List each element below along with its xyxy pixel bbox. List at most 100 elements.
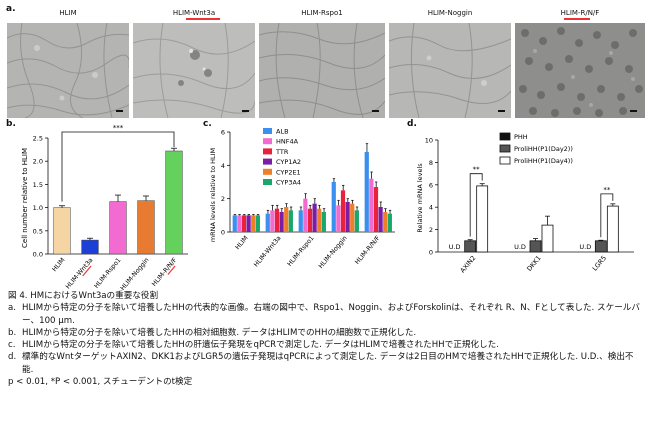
- bar: [255, 215, 260, 232]
- panel-label-c: c.: [203, 119, 212, 129]
- legend-label: HNF4A: [276, 138, 299, 146]
- bar: [53, 207, 71, 255]
- label-underline: [82, 265, 92, 277]
- legend-label: PHH: [514, 133, 528, 141]
- micrograph-rnf: [515, 23, 645, 118]
- chart-wnt-targets: Relative mRNA levels 0 2 4 6 8 10 U.D AXIN2 U.D D…: [416, 132, 634, 274]
- significance-label: **: [473, 166, 481, 174]
- micrograph-image: [515, 23, 645, 118]
- bar: [345, 202, 350, 232]
- micrograph-noggin: [389, 23, 511, 118]
- x-tick-label: HLIM-Rspo1: [286, 235, 315, 268]
- bar: [378, 207, 383, 232]
- wnt3a-underline: [186, 18, 220, 20]
- x-tick-label: HLIM-Wnt3a: [253, 235, 283, 269]
- micrograph-image: [389, 23, 511, 118]
- bar: [165, 150, 183, 255]
- significance-label: ***: [113, 124, 124, 132]
- bar: [317, 208, 322, 232]
- micrograph-wnt3a: [133, 23, 255, 118]
- significance-bracket: [61, 131, 175, 202]
- legend-swatch: [499, 132, 511, 141]
- y-tick-label: 0.5: [33, 227, 43, 235]
- y-tick-label: 2.5: [33, 135, 43, 143]
- legend-swatch: [499, 144, 511, 153]
- y-tick-label: 0.0: [33, 251, 43, 259]
- bar: [331, 182, 336, 232]
- x-tick-label: LGR5: [591, 254, 608, 272]
- x-tick-label: HLIM-Wnt3a: [65, 257, 95, 290]
- x-tick-label: DKK1: [525, 254, 542, 273]
- bar: [606, 205, 619, 253]
- y-tick-label: 8: [429, 159, 433, 167]
- bar: [307, 208, 313, 232]
- significance-bracket: [469, 173, 483, 237]
- y-tick-label: 6: [221, 129, 225, 137]
- undetected-label: U.D: [514, 243, 526, 251]
- caption-title: 図 4. HMにおけるWnt3aの重要な役割: [8, 291, 159, 301]
- y-tick-label: 2: [221, 195, 225, 203]
- bar: [387, 213, 392, 232]
- bar: [279, 212, 284, 232]
- bar: [137, 200, 155, 255]
- bar: [237, 215, 242, 232]
- caption-text: HLIMから特定の分子を除いて培養したHHの相対細胞数. データはHLIMでのH…: [22, 327, 417, 338]
- bar: [246, 215, 251, 232]
- legend-label: CYP2E1: [276, 168, 301, 176]
- legend-swatch: [263, 128, 272, 134]
- caption-text: 標準的なWntターゲットAXIN2、DKK1およびLGR5の遺伝子発現はqPCR…: [22, 352, 634, 375]
- legend-swatch: [263, 138, 272, 145]
- y-tick-label: 10: [425, 137, 433, 145]
- micrograph-hlim: [7, 23, 129, 118]
- legend-swatch: [263, 179, 272, 185]
- x-tick-label: HLIM-Rspo1: [93, 257, 122, 290]
- scale-bar: [242, 110, 249, 112]
- y-tick-label: 0: [221, 229, 225, 237]
- bar: [303, 198, 308, 232]
- bar: [298, 210, 303, 232]
- caption-item-b: b. HLIMから特定の分子を除いて培養したHHの相対細胞数. データはHLIM…: [8, 327, 644, 339]
- legend-swatch: [263, 148, 272, 155]
- x-tick-label: HLIM-R/N/F: [151, 257, 179, 288]
- y-tick-label: 4: [221, 162, 225, 170]
- micrograph-title-rspo1: HLIM-Rspo1: [301, 9, 343, 17]
- undetected-label: U.D: [579, 243, 591, 251]
- caption-item-d: d. 標準的なWntターゲットAXIN2、DKK1およびLGR5の遺伝子発現はq…: [8, 351, 644, 376]
- micrograph-image: [259, 23, 385, 118]
- figure-caption: 図 4. HMにおけるWnt3aの重要な役割 a. HLIMから特定の分子を除い…: [8, 290, 644, 388]
- y-axis-label: Relative mRNA levels: [416, 163, 424, 233]
- bar: [270, 210, 275, 232]
- legend-swatch: [263, 158, 272, 165]
- bar: [354, 210, 359, 232]
- micrograph-rspo1: [259, 23, 385, 118]
- micrograph-title-hlim: HLIM: [59, 9, 77, 17]
- chart-cell-number: Cell number relative to HLIM 0.0 0.5 1.0 1.…: [21, 124, 188, 290]
- caption-key: a.: [8, 303, 16, 314]
- y-tick-label: 2: [429, 226, 433, 234]
- legend-label: ALB: [276, 128, 289, 136]
- y-axis-label: Cell number relative to HLIM: [21, 148, 29, 248]
- bar: [284, 207, 289, 232]
- x-tick-label: HLIM: [234, 235, 249, 251]
- bar: [312, 203, 317, 232]
- bar: [476, 185, 489, 253]
- bar: [340, 190, 346, 232]
- legend-label: ProliHH(P1(Day4)): [514, 157, 573, 165]
- bar: [241, 215, 247, 232]
- bar: [364, 152, 369, 232]
- x-tick-label: AXIN2: [459, 254, 478, 274]
- significance-label: **: [603, 186, 611, 194]
- bar: [232, 215, 237, 232]
- y-tick-label: 1.5: [33, 181, 43, 189]
- bar: [288, 210, 293, 232]
- x-tick-label: HLIM-R/N/F: [354, 235, 382, 266]
- bar: [373, 187, 379, 232]
- caption-key: b.: [8, 327, 17, 338]
- x-tick-label: HLIM-Noggin: [119, 257, 150, 290]
- bar: [336, 205, 341, 232]
- panel-label-d: d.: [407, 119, 417, 129]
- bar: [321, 212, 326, 232]
- bar: [274, 208, 280, 232]
- bar: [109, 201, 127, 255]
- micrograph-image: [7, 23, 129, 118]
